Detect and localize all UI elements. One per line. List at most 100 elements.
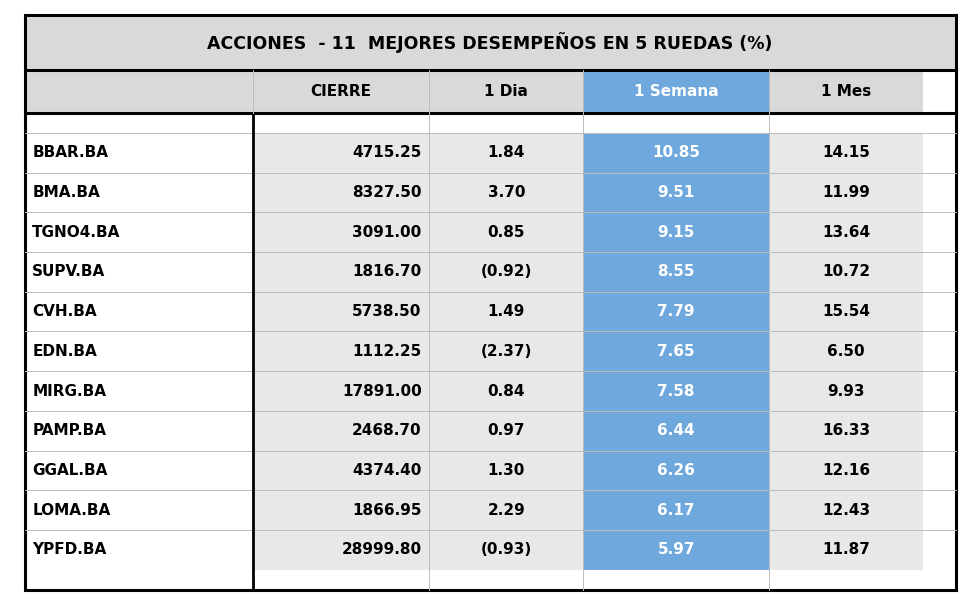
Bar bbox=[769, 70, 923, 113]
Bar bbox=[769, 292, 923, 332]
Bar bbox=[429, 70, 583, 113]
Text: 9.51: 9.51 bbox=[658, 185, 695, 200]
Text: CVH.BA: CVH.BA bbox=[32, 304, 97, 319]
Bar bbox=[769, 411, 923, 451]
Bar bbox=[769, 212, 923, 252]
Text: 2.29: 2.29 bbox=[487, 503, 525, 518]
Text: BBAR.BA: BBAR.BA bbox=[32, 145, 109, 160]
Text: 0.85: 0.85 bbox=[487, 224, 525, 240]
Text: 10.72: 10.72 bbox=[822, 264, 870, 280]
Text: 13.64: 13.64 bbox=[822, 224, 870, 240]
Text: (0.93): (0.93) bbox=[480, 543, 532, 557]
Bar bbox=[24, 70, 253, 113]
Text: 11.99: 11.99 bbox=[822, 185, 870, 200]
Text: 10.85: 10.85 bbox=[653, 145, 700, 160]
Bar bbox=[24, 371, 253, 411]
Bar bbox=[769, 490, 923, 530]
Bar bbox=[253, 133, 429, 172]
Bar bbox=[253, 70, 429, 113]
Bar bbox=[429, 490, 583, 530]
Text: 6.26: 6.26 bbox=[658, 463, 695, 478]
Bar bbox=[253, 332, 429, 371]
Text: 0.84: 0.84 bbox=[487, 384, 525, 399]
Text: 28999.80: 28999.80 bbox=[341, 543, 421, 557]
Bar bbox=[583, 172, 769, 212]
Text: TGNO4.BA: TGNO4.BA bbox=[32, 224, 121, 240]
Text: 12.16: 12.16 bbox=[822, 463, 870, 478]
Bar bbox=[769, 371, 923, 411]
Bar bbox=[429, 451, 583, 490]
Bar bbox=[24, 15, 956, 70]
Bar bbox=[769, 172, 923, 212]
Bar bbox=[24, 332, 253, 371]
Text: 6.50: 6.50 bbox=[827, 344, 865, 359]
Text: 1 Semana: 1 Semana bbox=[634, 83, 718, 99]
Bar bbox=[24, 570, 956, 590]
Text: 1.84: 1.84 bbox=[488, 145, 525, 160]
Bar bbox=[769, 530, 923, 570]
Text: 1 Dia: 1 Dia bbox=[484, 83, 528, 99]
Bar bbox=[253, 530, 429, 570]
Bar bbox=[24, 411, 253, 451]
Text: 14.15: 14.15 bbox=[822, 145, 870, 160]
Bar bbox=[583, 411, 769, 451]
Text: 7.58: 7.58 bbox=[658, 384, 695, 399]
Bar bbox=[24, 212, 253, 252]
Bar bbox=[769, 133, 923, 172]
Text: 1866.95: 1866.95 bbox=[352, 503, 421, 518]
Bar bbox=[769, 451, 923, 490]
Text: 4374.40: 4374.40 bbox=[352, 463, 421, 478]
Bar bbox=[429, 212, 583, 252]
Bar bbox=[253, 252, 429, 292]
Text: 3091.00: 3091.00 bbox=[353, 224, 421, 240]
Text: 1816.70: 1816.70 bbox=[353, 264, 421, 280]
Text: GGAL.BA: GGAL.BA bbox=[32, 463, 108, 478]
Bar bbox=[769, 252, 923, 292]
Bar bbox=[429, 292, 583, 332]
Bar bbox=[429, 411, 583, 451]
Bar bbox=[583, 70, 769, 113]
Text: PAMP.BA: PAMP.BA bbox=[32, 424, 107, 438]
Text: 1.30: 1.30 bbox=[488, 463, 525, 478]
Text: BMA.BA: BMA.BA bbox=[32, 185, 100, 200]
Bar bbox=[253, 411, 429, 451]
Bar bbox=[253, 371, 429, 411]
Bar bbox=[24, 133, 253, 172]
Text: 5.97: 5.97 bbox=[658, 543, 695, 557]
Text: (2.37): (2.37) bbox=[480, 344, 532, 359]
Bar bbox=[429, 530, 583, 570]
Bar bbox=[253, 451, 429, 490]
Text: 4715.25: 4715.25 bbox=[352, 145, 421, 160]
Text: 2468.70: 2468.70 bbox=[352, 424, 421, 438]
Text: ACCIONES  - 11  MEJORES DESEMPEÑOS EN 5 RUEDAS (%): ACCIONES - 11 MEJORES DESEMPEÑOS EN 5 RU… bbox=[208, 32, 772, 53]
Text: SUPV.BA: SUPV.BA bbox=[32, 264, 106, 280]
Text: 11.87: 11.87 bbox=[822, 543, 870, 557]
Bar bbox=[583, 252, 769, 292]
Bar bbox=[253, 490, 429, 530]
Text: 7.79: 7.79 bbox=[658, 304, 695, 319]
Text: 6.17: 6.17 bbox=[658, 503, 695, 518]
Text: 9.93: 9.93 bbox=[827, 384, 865, 399]
Bar bbox=[253, 172, 429, 212]
Bar bbox=[24, 113, 956, 133]
Bar bbox=[429, 172, 583, 212]
Bar bbox=[583, 530, 769, 570]
Text: 8.55: 8.55 bbox=[658, 264, 695, 280]
Bar bbox=[583, 490, 769, 530]
Bar bbox=[583, 332, 769, 371]
Text: MIRG.BA: MIRG.BA bbox=[32, 384, 107, 399]
Bar bbox=[24, 292, 253, 332]
Text: YPFD.BA: YPFD.BA bbox=[32, 543, 107, 557]
Bar bbox=[24, 530, 253, 570]
Bar bbox=[24, 172, 253, 212]
Bar bbox=[24, 252, 253, 292]
Bar bbox=[583, 212, 769, 252]
Text: 7.65: 7.65 bbox=[658, 344, 695, 359]
Bar bbox=[24, 490, 253, 530]
Bar bbox=[583, 133, 769, 172]
Text: 8327.50: 8327.50 bbox=[352, 185, 421, 200]
Text: 12.43: 12.43 bbox=[822, 503, 870, 518]
Bar bbox=[583, 451, 769, 490]
Bar bbox=[583, 292, 769, 332]
Text: 17891.00: 17891.00 bbox=[342, 384, 421, 399]
